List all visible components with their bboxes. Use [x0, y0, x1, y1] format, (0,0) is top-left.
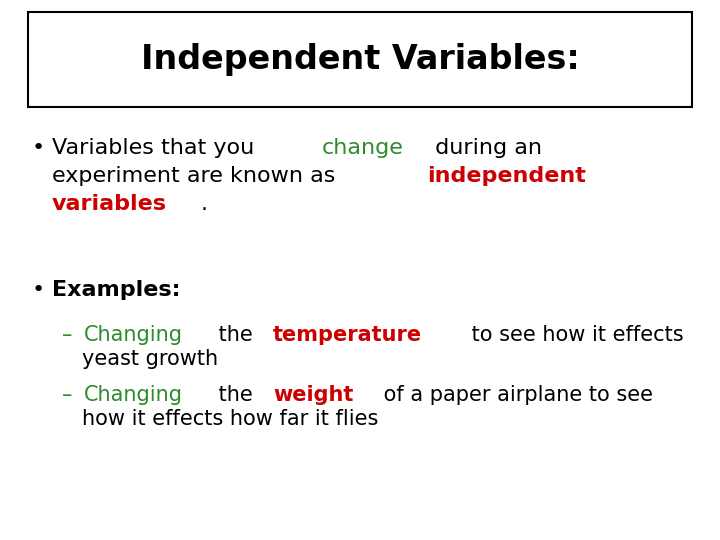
Text: variables: variables [52, 194, 167, 214]
Text: –: – [62, 385, 79, 405]
Text: Independent Variables:: Independent Variables: [140, 44, 580, 77]
Text: •: • [32, 138, 45, 158]
Text: independent: independent [427, 166, 585, 186]
Text: –: – [62, 325, 79, 345]
Text: Variables that you: Variables that you [52, 138, 261, 158]
Text: Examples:: Examples: [52, 280, 181, 300]
Text: how it effects how far it flies: how it effects how far it flies [82, 409, 379, 429]
Text: Changing: Changing [84, 385, 183, 405]
Text: yeast growth: yeast growth [82, 349, 218, 369]
Text: Changing: Changing [84, 325, 183, 345]
FancyBboxPatch shape [28, 12, 692, 107]
Text: •: • [32, 280, 45, 300]
Text: .: . [200, 194, 207, 214]
Text: the: the [212, 385, 259, 405]
Text: change: change [322, 138, 404, 158]
Text: of a paper airplane to see: of a paper airplane to see [377, 385, 652, 405]
Text: experiment are known as: experiment are known as [52, 166, 343, 186]
Text: weight: weight [273, 385, 354, 405]
Text: to see how it effects: to see how it effects [465, 325, 684, 345]
Text: the: the [212, 325, 259, 345]
Text: during an: during an [428, 138, 542, 158]
Text: temperature: temperature [273, 325, 422, 345]
